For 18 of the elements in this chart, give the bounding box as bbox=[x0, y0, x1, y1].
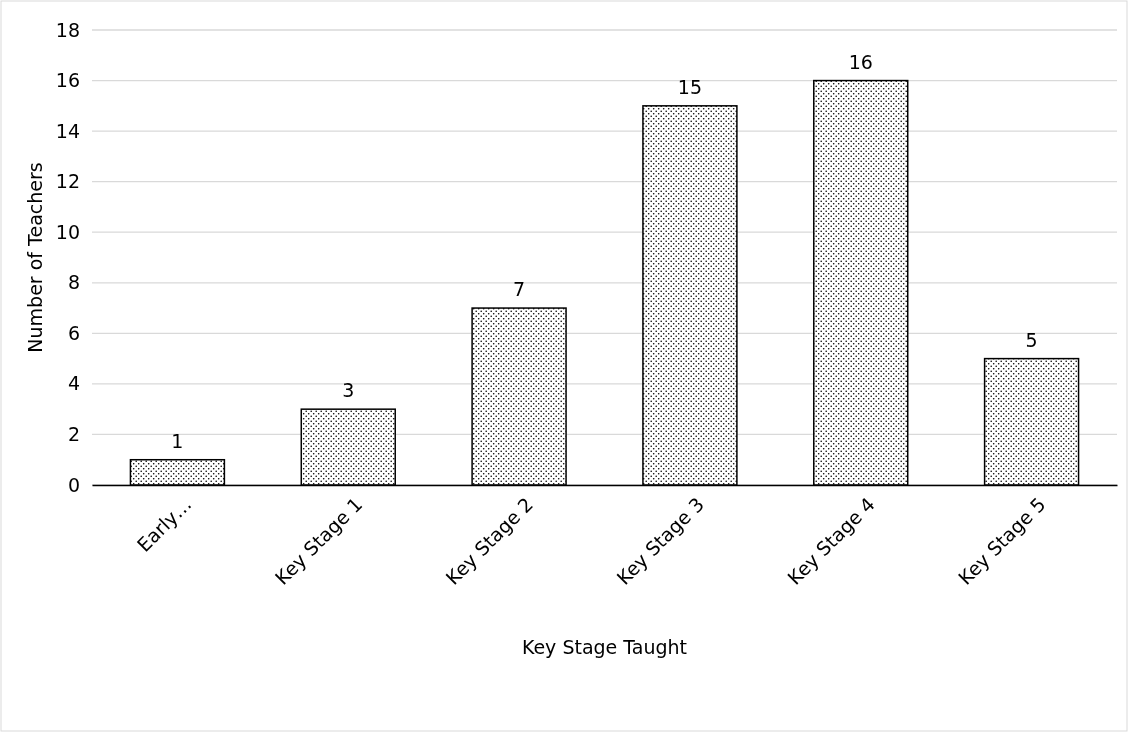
y-tick-label: 6 bbox=[67, 321, 80, 344]
x-axis-title: Key Stage Taught bbox=[521, 636, 688, 658]
data-label: 5 bbox=[1025, 328, 1038, 351]
y-tick-label: 4 bbox=[67, 372, 80, 395]
data-label: 1 bbox=[171, 429, 184, 452]
y-axis-title: Number of Teachers bbox=[24, 162, 46, 353]
y-tick-label: 10 bbox=[55, 220, 80, 243]
y-tick-label: 16 bbox=[55, 69, 80, 92]
y-tick-label: 14 bbox=[55, 119, 80, 142]
y-tick-label: 18 bbox=[55, 18, 80, 41]
y-tick-label: 2 bbox=[67, 423, 80, 446]
data-label: 7 bbox=[513, 278, 526, 301]
data-label: 16 bbox=[848, 50, 873, 73]
data-label: 3 bbox=[342, 379, 355, 402]
y-tick-label: 0 bbox=[67, 473, 80, 496]
y-tick-label: 12 bbox=[55, 170, 80, 193]
y-tick-label: 8 bbox=[67, 271, 80, 294]
data-label: 15 bbox=[677, 75, 703, 98]
